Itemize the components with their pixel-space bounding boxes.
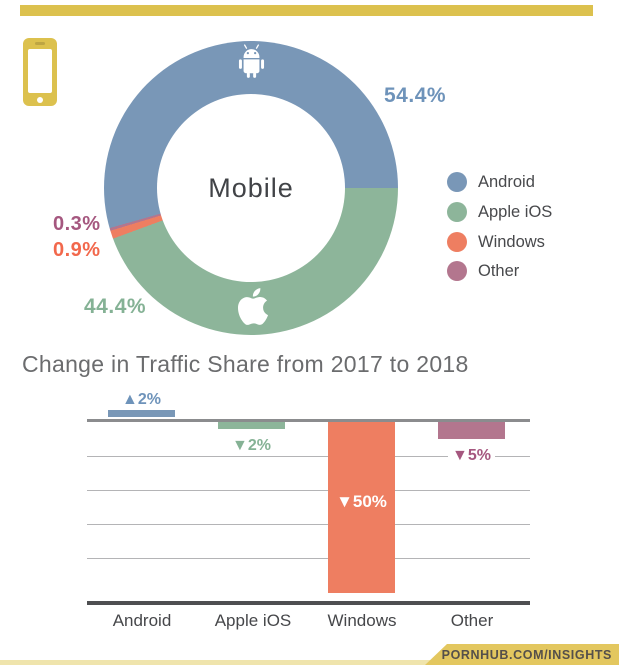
donut-value-android: 54.4% bbox=[384, 84, 447, 107]
bar-apple-ios bbox=[218, 422, 285, 429]
bar-value-android: ▲2% bbox=[122, 391, 161, 408]
legend-label-android: Android bbox=[478, 172, 535, 191]
bottom-accent-strip bbox=[0, 660, 619, 665]
gridline-minus30 bbox=[87, 524, 530, 525]
legend-item-other: Other bbox=[447, 261, 552, 281]
bar-value-windows: ▼50% bbox=[336, 492, 387, 511]
legend-item-windows: Windows bbox=[447, 232, 552, 252]
legend-label-apple-ios: Apple iOS bbox=[478, 202, 553, 221]
donut-value-windows: 0.9% bbox=[53, 239, 101, 261]
donut-value-other: 0.3% bbox=[53, 213, 101, 235]
bar-chart-title: Change in Traffic Share from 2017 to 201… bbox=[22, 351, 469, 377]
phone-screen bbox=[28, 49, 52, 93]
gridline-minus40 bbox=[87, 558, 530, 559]
bar-value-other: ▼5% bbox=[438, 447, 505, 465]
legend-dot-android bbox=[447, 172, 467, 192]
bar-other bbox=[438, 422, 505, 439]
zero-baseline bbox=[87, 419, 530, 422]
top-accent-bar bbox=[20, 5, 593, 16]
legend-item-apple-ios: Apple iOS bbox=[447, 202, 552, 222]
apple-logo-icon bbox=[238, 288, 268, 325]
donut-legend: Android Apple iOS Windows Other bbox=[447, 172, 552, 291]
gridline-minus10 bbox=[87, 456, 530, 457]
donut-chart-mobile-share: Mobile bbox=[104, 41, 398, 335]
legend-dot-windows bbox=[447, 232, 467, 252]
smartphone-icon bbox=[23, 38, 57, 106]
category-label-other: Other bbox=[450, 611, 494, 630]
watermark-text: PORNHUB.COM/INSIGHTS bbox=[441, 647, 612, 662]
legend-dot-apple-ios bbox=[447, 202, 467, 222]
legend-item-android: Android bbox=[447, 172, 552, 192]
category-label-apple-ios: Apple iOS bbox=[214, 611, 292, 630]
legend-label-windows: Windows bbox=[478, 232, 545, 251]
legend-label-other: Other bbox=[478, 261, 520, 280]
legend-dot-other bbox=[447, 261, 467, 281]
gridline-minus20 bbox=[87, 490, 530, 491]
bar-value-apple-ios: ▼2% bbox=[232, 437, 271, 454]
watermark-badge: PORNHUB.COM/INSIGHTS bbox=[425, 644, 619, 665]
bar-android bbox=[108, 410, 175, 417]
donut-hole: Mobile bbox=[157, 94, 345, 282]
phone-speaker bbox=[35, 42, 45, 45]
donut-value-apple-ios: 44.4% bbox=[84, 295, 147, 318]
android-robot-icon bbox=[238, 44, 265, 78]
bar-windows bbox=[328, 422, 395, 593]
x-axis-line bbox=[87, 601, 530, 605]
category-label-android: Android bbox=[112, 611, 172, 630]
category-label-windows: Windows bbox=[327, 611, 397, 630]
donut-center-label: Mobile bbox=[208, 172, 294, 203]
phone-home-button bbox=[37, 97, 43, 103]
